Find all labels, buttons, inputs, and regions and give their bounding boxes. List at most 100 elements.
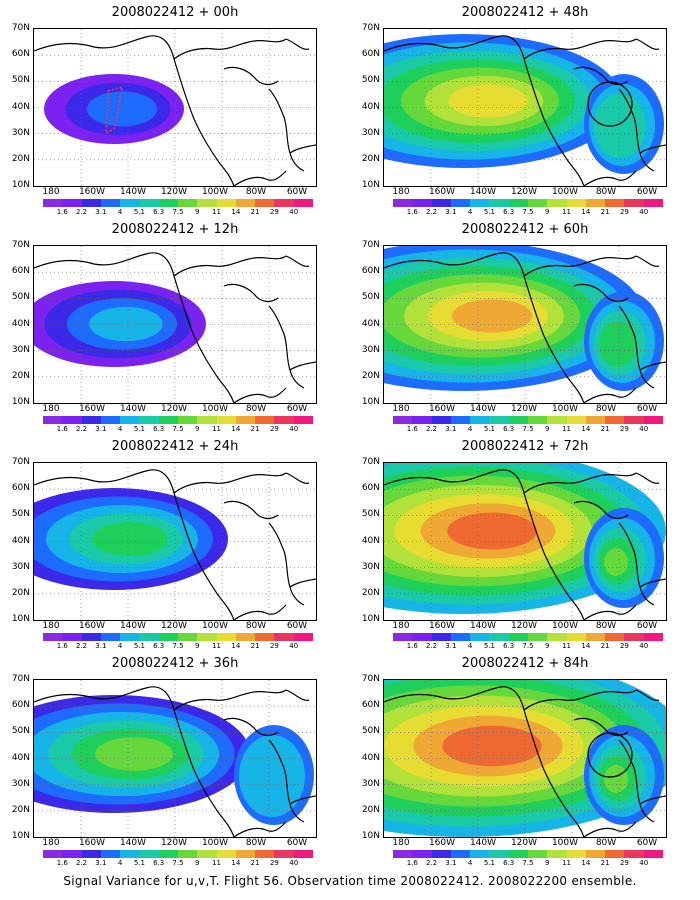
colorbar-label: 9	[195, 425, 200, 433]
coastline	[268, 88, 305, 172]
lat-tick-label: 30N	[361, 344, 380, 355]
colorbar-swatch	[393, 850, 413, 858]
panel-title: 2008022412 + 60h	[461, 222, 589, 237]
colorbar-label: 29	[269, 208, 279, 216]
coastline	[639, 144, 666, 154]
coastline	[523, 472, 637, 494]
flight-track	[104, 85, 124, 135]
panel-title: 2008022412 + 36h	[111, 656, 239, 671]
coastline	[573, 500, 629, 520]
colorbar-label: 2.2	[75, 859, 88, 867]
lat-tick-label: 50N	[11, 726, 30, 737]
colorbar-swatch	[81, 199, 101, 207]
colorbar-swatch	[547, 633, 567, 641]
coastline	[583, 821, 637, 837]
colorbar-swatch	[431, 199, 451, 207]
lon-tick-label: 180	[42, 404, 60, 414]
colorbar-label: 2.2	[75, 208, 88, 216]
colorbar-swatch	[139, 416, 159, 424]
colorbar-swatch	[450, 416, 471, 424]
colorbar-swatch	[508, 199, 528, 207]
colorbar-swatch	[43, 416, 63, 424]
lat-tick-label: 60N	[11, 49, 30, 60]
map-panel: 2008022412 + 84h 70N 60N 50N 40N 30N 20N 10N 180…	[362, 656, 680, 867]
colorbar-swatch	[547, 416, 567, 424]
lat-tick-label: 60N	[361, 483, 380, 494]
coastline	[285, 38, 310, 50]
lon-tick-label: 160W	[428, 621, 456, 631]
colorbar-label: 11	[562, 425, 572, 433]
lon-tick-label: 180	[42, 838, 60, 848]
colorbar-label: 1.6	[406, 642, 418, 650]
colorbar-swatch	[470, 416, 490, 424]
colorbar-labels: 1.6 2.2 3.1 4 5.1 6.3 7.5 9 11 14 21 29 40	[43, 859, 313, 869]
lat-tick-label: 20N	[11, 153, 30, 164]
variance-contour	[87, 91, 157, 127]
colorbar-label: 3.1	[95, 859, 107, 867]
lat-tick-label: 20N	[11, 587, 30, 598]
colorbar-swatch	[81, 850, 101, 858]
colorbar-swatch	[643, 199, 663, 207]
colorbar-label: 4	[467, 642, 473, 650]
colorbar-swatch	[293, 199, 313, 207]
lon-tick-label: 100W	[551, 838, 579, 848]
colorbar-label: 5.1	[483, 208, 495, 216]
colorbar-swatch	[197, 199, 217, 207]
colorbar-swatch	[643, 633, 663, 641]
colorbar-swatch	[120, 633, 140, 641]
colorbar-swatch	[255, 850, 275, 858]
colorbar-swatch	[235, 633, 256, 641]
colorbar-swatch	[643, 850, 663, 858]
coastline	[635, 38, 660, 50]
coastline	[618, 522, 655, 606]
colorbar-swatch	[605, 199, 625, 207]
colorbar-label: 1.6	[56, 425, 68, 433]
colorbar-labels: 1.6 2.2 3.1 4 5.1 6.3 7.5 9 11 14 21 29 40	[393, 208, 663, 218]
colorbar-swatch	[235, 199, 256, 207]
lon-tick-label: 160W	[428, 187, 456, 197]
lat-tick-label: 50N	[361, 726, 380, 737]
map-panel: 2008022412 + 72h 70N 60N 50N 40N 30N 20N 10N 180…	[362, 439, 680, 650]
lon-tick-label: 160W	[78, 404, 106, 414]
lat-tick-label: 10N	[361, 397, 380, 407]
colorbar-swatch	[393, 633, 413, 641]
lon-tick-label: 60W	[636, 404, 658, 414]
colorbar-label: 11	[562, 208, 572, 216]
lon-tick-label: 140W	[469, 404, 497, 414]
lon-tick-label: 140W	[469, 621, 497, 631]
coastline	[285, 472, 310, 484]
colorbar	[393, 850, 663, 858]
panel-title: 2008022412 + 72h	[461, 439, 589, 454]
colorbar-swatch	[624, 416, 644, 424]
coastline	[173, 689, 287, 711]
colorbar-label: 14	[231, 208, 241, 216]
colorbar-label: 5.1	[133, 859, 145, 867]
colorbar-label: 9	[195, 642, 200, 650]
colorbar-swatch	[120, 850, 140, 858]
lon-tick-label: 60W	[636, 187, 658, 197]
lat-tick-label: 40N	[11, 752, 30, 763]
colorbar-swatch	[62, 633, 82, 641]
panel-title: 2008022412 + 84h	[461, 656, 589, 671]
map-panel: 2008022412 + 00h 70N 60N 50N 40N 30N 20N 10N 180…	[12, 5, 330, 216]
colorbar-label: 21	[250, 859, 260, 867]
colorbar-swatch	[81, 633, 101, 641]
colorbar-swatch	[177, 416, 198, 424]
colorbar-swatch	[508, 633, 528, 641]
colorbar-label: 9	[545, 642, 550, 650]
colorbar-swatch	[470, 850, 490, 858]
lat-tick-label: 10N	[361, 614, 380, 624]
colorbar-label: 3.1	[445, 642, 457, 650]
colorbar-label: 1.6	[406, 859, 418, 867]
colorbar-label: 5.1	[133, 208, 145, 216]
colorbar	[393, 199, 663, 207]
lon-tick-label: 120W	[160, 187, 188, 197]
map-canvas	[384, 29, 666, 186]
coastline	[635, 472, 660, 484]
colorbar-swatch	[470, 633, 490, 641]
variance-map	[33, 679, 317, 838]
colorbar-labels: 1.6 2.2 3.1 4 5.1 6.3 7.5 9 11 14 21 29 40	[43, 642, 313, 652]
colorbar-swatch	[527, 416, 548, 424]
lon-tick-label: 180	[42, 187, 60, 197]
colorbar-label: 21	[600, 425, 610, 433]
